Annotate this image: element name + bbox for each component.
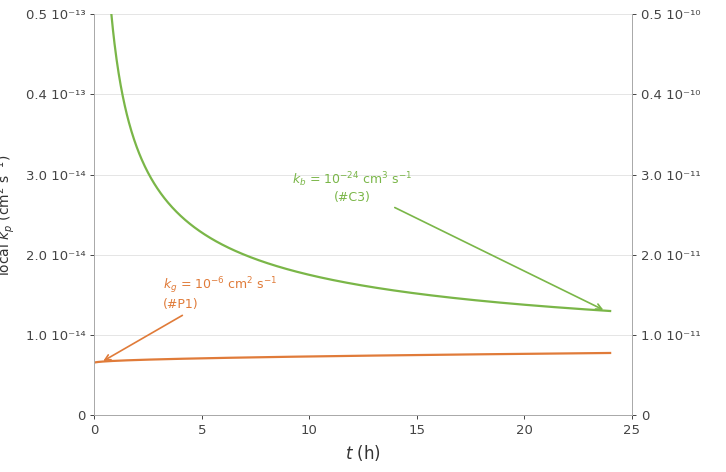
Text: $k_g$ = 10$^{-6}$ cm$^2$ s$^{-1}$
(#P1): $k_g$ = 10$^{-6}$ cm$^2$ s$^{-1}$ (#P1)	[105, 276, 278, 360]
Text: $k_b$ = 10$^{-24}$ cm$^3$ s$^{-1}$
(#C3): $k_b$ = 10$^{-24}$ cm$^3$ s$^{-1}$ (#C3)	[292, 170, 602, 309]
Y-axis label: local $k_p$ (cm$^2$ s$^{-1}$): local $k_p$ (cm$^2$ s$^{-1}$)	[0, 154, 17, 276]
X-axis label: $t$ (h): $t$ (h)	[345, 443, 381, 463]
